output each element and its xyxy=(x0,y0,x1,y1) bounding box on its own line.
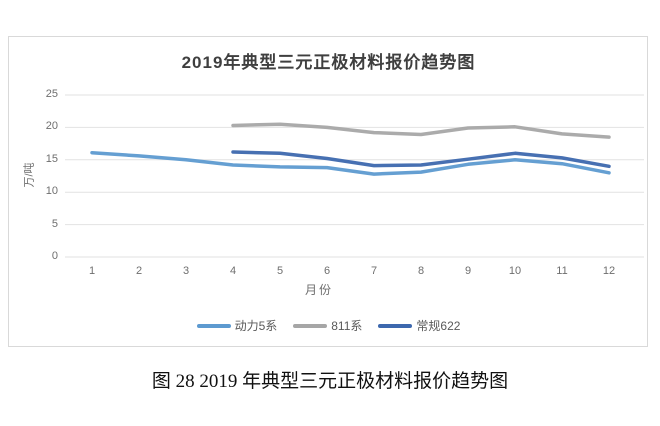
legend-label: 动力5系 xyxy=(234,319,278,333)
legend-label: 常规622 xyxy=(416,319,461,333)
legend-line-swatch xyxy=(293,323,328,328)
y-tick-label: 15 xyxy=(45,152,58,165)
chart-title: 2019年典型三元正极材料报价趋势图 xyxy=(181,53,476,72)
series-line-811系 xyxy=(231,122,611,139)
legend-item-常规622: 常规622 xyxy=(378,317,460,334)
y-tick-label: 5 xyxy=(51,217,58,230)
x-tick-label: 8 xyxy=(417,265,425,277)
x-tick-label: 3 xyxy=(182,265,190,277)
chart-frame xyxy=(8,36,648,347)
figure-caption: 图 28 2019 年典型三元正极材料报价趋势图 xyxy=(151,371,509,392)
x-tick-label: 4 xyxy=(229,265,237,277)
legend-line-swatch xyxy=(378,323,413,328)
x-tick-label: 11 xyxy=(556,265,568,277)
series-line-常规622 xyxy=(231,150,611,169)
chart-legend: 动力5系 811系 常规622 xyxy=(8,317,649,334)
x-tick-label: 2 xyxy=(135,265,143,277)
y-axis-title: 万/吨 xyxy=(23,162,36,188)
x-tick-label: 6 xyxy=(323,265,331,277)
legend-item-811系: 811系 xyxy=(293,317,362,334)
y-tick-label: 10 xyxy=(45,185,58,198)
x-tick-label: 1 xyxy=(88,265,96,277)
y-tick-label: 0 xyxy=(51,250,58,262)
x-tick-label: 12 xyxy=(602,265,616,277)
legend-item-动力5系: 动力5系 xyxy=(196,317,278,334)
legend-label: 811系 xyxy=(331,319,363,333)
series-line-动力5系 xyxy=(90,150,611,176)
x-tick-label: 10 xyxy=(508,265,522,277)
x-tick-label: 5 xyxy=(276,265,284,277)
y-tick-label: 20 xyxy=(45,120,58,133)
legend-line-swatch xyxy=(196,323,231,328)
y-tick-label: 25 xyxy=(45,88,58,100)
x-tick-label: 9 xyxy=(464,265,472,277)
x-axis-title: 月份 xyxy=(304,283,333,297)
x-tick-label: 7 xyxy=(370,265,378,277)
